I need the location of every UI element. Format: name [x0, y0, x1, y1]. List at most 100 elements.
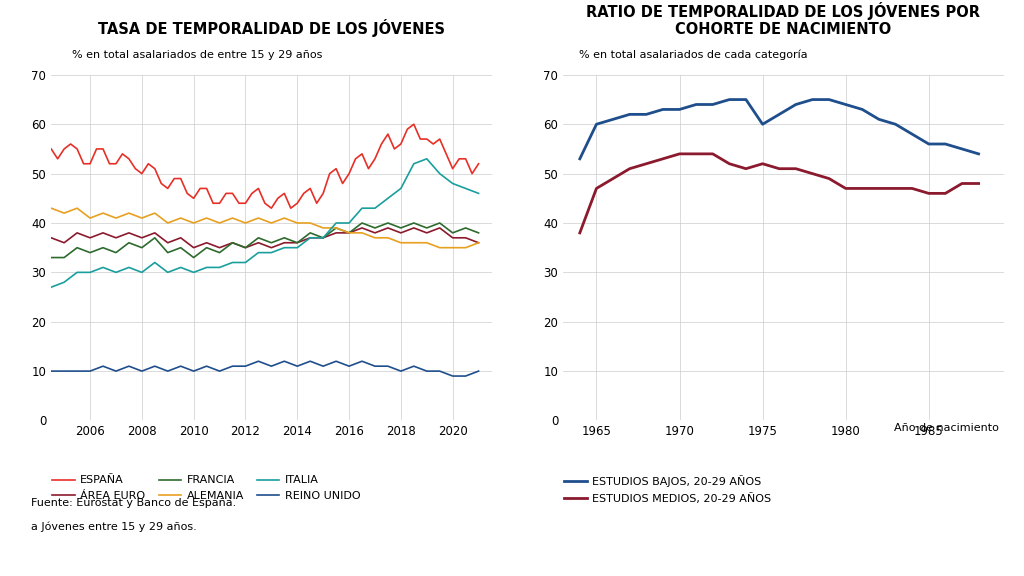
FRANCIA	[279, 234, 291, 241]
ALEMANIA	[279, 215, 291, 222]
REINO UNIDO	[394, 367, 407, 374]
REINO UNIDO	[472, 367, 484, 374]
FRANCIA	[421, 225, 433, 232]
ALEMANIA	[291, 219, 303, 226]
ALEMANIA	[382, 234, 394, 241]
Text: TASA DE TEMPORALIDAD DE LOS JÓVENES: TASA DE TEMPORALIDAD DE LOS JÓVENES	[98, 20, 444, 37]
ALEMANIA	[187, 219, 200, 226]
ALEMANIA	[460, 244, 472, 251]
FRANCIA	[148, 234, 161, 241]
ALEMANIA	[32, 210, 44, 217]
FRANCIA	[356, 219, 369, 226]
ESTUDIOS MEDIOS, 20-29 AÑOS	[739, 165, 752, 172]
ÁREA EURO	[110, 234, 122, 241]
ITALIA	[433, 170, 445, 177]
ESPAÑA	[472, 160, 484, 167]
ESPAÑA	[32, 150, 44, 157]
ITALIA	[136, 269, 148, 276]
ESTUDIOS BAJOS, 20-29 AÑOS	[607, 116, 620, 123]
ALEMANIA	[356, 229, 369, 236]
REINO UNIDO	[369, 363, 381, 370]
ÁREA EURO	[226, 239, 239, 246]
ESPAÑA	[408, 121, 420, 128]
Line: REINO UNIDO: REINO UNIDO	[38, 361, 478, 376]
ESTUDIOS BAJOS, 20-29 AÑOS	[823, 96, 836, 103]
ÁREA EURO	[58, 239, 71, 246]
ÁREA EURO	[213, 244, 225, 251]
REINO UNIDO	[187, 367, 200, 374]
ITALIA	[317, 234, 330, 241]
REINO UNIDO	[343, 363, 355, 370]
Line: ESPAÑA: ESPAÑA	[38, 124, 478, 208]
ALEMANIA	[265, 219, 278, 226]
REINO UNIDO	[304, 358, 316, 365]
ESTUDIOS MEDIOS, 20-29 AÑOS	[856, 185, 868, 192]
Text: Año de nacimiento: Año de nacimiento	[894, 423, 998, 433]
ESTUDIOS MEDIOS, 20-29 AÑOS	[723, 160, 735, 167]
REINO UNIDO	[174, 363, 186, 370]
ITALIA	[472, 190, 484, 197]
ALEMANIA	[148, 210, 161, 217]
Text: Fuente: Eurostat y Banco de España.: Fuente: Eurostat y Banco de España.	[31, 498, 236, 508]
REINO UNIDO	[408, 363, 420, 370]
ESTUDIOS BAJOS, 20-29 AÑOS	[590, 121, 602, 128]
ESTUDIOS BAJOS, 20-29 AÑOS	[757, 121, 769, 128]
ESTUDIOS MEDIOS, 20-29 AÑOS	[906, 185, 919, 192]
FRANCIA	[136, 244, 148, 251]
FRANCIA	[162, 249, 174, 256]
ÁREA EURO	[45, 234, 57, 241]
REINO UNIDO	[32, 367, 44, 374]
ESPAÑA	[103, 160, 116, 167]
FRANCIA	[84, 249, 96, 256]
Text: a Jóvenes entre 15 y 29 años.: a Jóvenes entre 15 y 29 años.	[31, 521, 197, 532]
ITALIA	[304, 234, 316, 241]
FRANCIA	[265, 239, 278, 246]
ÁREA EURO	[382, 225, 394, 232]
ESTUDIOS MEDIOS, 20-29 AÑOS	[624, 165, 636, 172]
ESTUDIOS BAJOS, 20-29 AÑOS	[773, 111, 785, 118]
FRANCIA	[433, 219, 445, 226]
ITALIA	[252, 249, 264, 256]
ÁREA EURO	[240, 244, 252, 251]
ITALIA	[343, 219, 355, 226]
ESTUDIOS BAJOS, 20-29 AÑOS	[856, 106, 868, 113]
FRANCIA	[304, 229, 316, 236]
REINO UNIDO	[317, 363, 330, 370]
ÁREA EURO	[369, 229, 381, 236]
ÁREA EURO	[123, 229, 135, 236]
FRANCIA	[32, 264, 44, 271]
FRANCIA	[382, 219, 394, 226]
ESPAÑA	[291, 200, 303, 207]
REINO UNIDO	[356, 358, 369, 365]
ITALIA	[123, 264, 135, 271]
ESTUDIOS BAJOS, 20-29 AÑOS	[872, 116, 885, 123]
ESPAÑA	[265, 204, 278, 211]
Legend: ESPAÑA, ÁREA EURO, FRANCIA, ALEMANIA, ITALIA, REINO UNIDO: ESPAÑA, ÁREA EURO, FRANCIA, ALEMANIA, IT…	[48, 471, 365, 505]
ESPAÑA	[375, 141, 387, 147]
FRANCIA	[187, 254, 200, 261]
ALEMANIA	[226, 215, 239, 222]
REINO UNIDO	[240, 363, 252, 370]
ÁREA EURO	[162, 239, 174, 246]
REINO UNIDO	[136, 367, 148, 374]
ESTUDIOS MEDIOS, 20-29 AÑOS	[806, 170, 818, 177]
ESTUDIOS BAJOS, 20-29 AÑOS	[840, 101, 852, 108]
ESTUDIOS BAJOS, 20-29 AÑOS	[656, 106, 669, 113]
ITALIA	[408, 160, 420, 167]
ESTUDIOS BAJOS, 20-29 AÑOS	[674, 106, 686, 113]
ÁREA EURO	[343, 229, 355, 236]
FRANCIA	[291, 239, 303, 246]
ALEMANIA	[472, 239, 484, 246]
ITALIA	[71, 269, 83, 276]
ALEMANIA	[213, 219, 225, 226]
FRANCIA	[369, 225, 381, 232]
REINO UNIDO	[421, 367, 433, 374]
ÁREA EURO	[279, 239, 291, 246]
ESPAÑA	[466, 170, 478, 177]
ÁREA EURO	[252, 239, 264, 246]
REINO UNIDO	[58, 367, 71, 374]
ITALIA	[58, 279, 71, 286]
ESTUDIOS MEDIOS, 20-29 AÑOS	[656, 156, 669, 162]
ESTUDIOS BAJOS, 20-29 AÑOS	[806, 96, 818, 103]
ALEMANIA	[84, 215, 96, 222]
